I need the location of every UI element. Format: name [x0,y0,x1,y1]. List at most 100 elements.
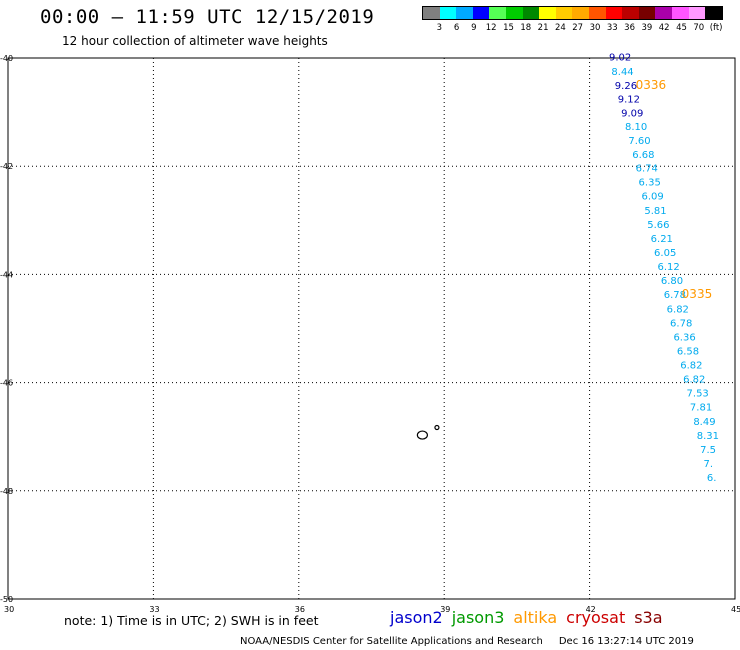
swh-value: 9.26 [615,81,637,92]
legend-swatch [705,7,722,19]
lat-label: -48 [0,487,13,496]
swh-value: 5.81 [644,206,666,217]
color-legend: 3 6 9 12 15 18 21 24 27 30 33 36 39 42 45 70 (ft) [422,6,723,33]
legend-swatch [472,7,490,19]
swh-value: 6.78 [664,290,686,301]
lon-label: 33 [149,605,159,614]
legend-label: (ft) [709,23,723,33]
swh-observations: 9.02 8.44 9.26 9.12 9.09 8.10 7.60 6.68 6.74 6.35… [609,53,719,484]
credit-text: NOAA/NESDIS Center for Satellite Applica… [240,636,543,647]
swh-value: 6.21 [651,234,673,245]
swh-value: 6.82 [680,361,702,372]
swh-value: 7.81 [690,403,712,414]
legend-swatch [671,7,689,19]
legend-label: 42 [658,23,670,33]
legend-label: 70 [693,23,705,33]
legend-label: 39 [641,23,653,33]
swh-value: 8.10 [625,122,647,133]
swh-value: 6.36 [673,332,695,343]
satellite-jason3: jason3 [451,608,505,627]
swh-value: 6.09 [641,192,663,203]
legend-swatch [505,7,523,19]
swh-value: 5.66 [647,220,669,231]
legend-swatch [423,7,440,19]
legend-label: 27 [572,23,584,33]
map-frame [7,57,736,600]
swh-value: 9.02 [609,53,631,64]
satellite-s3a: s3a [634,608,663,627]
swh-value: 6.82 [667,304,689,315]
legend-swatch [622,7,639,19]
swh-value: 6.12 [657,262,679,273]
satellite-altika: altika [513,608,558,627]
swh-value: 6.58 [677,346,699,357]
swh-value: 6.82 [683,375,705,386]
satellite-jason2: jason2 [390,608,443,627]
legend-swatch [539,7,556,19]
lon-label: 39 [440,605,450,614]
island-outline [434,424,440,431]
legend-swatch [555,7,573,19]
swh-value: 8.49 [693,417,715,428]
legend-label: 6 [453,23,460,33]
grid-lines [8,58,735,599]
lon-label: 45 [731,605,740,614]
legend-swatch [489,7,506,19]
timestamp: Dec 16 13:27:14 UTC 2019 [558,636,694,647]
legend-label: 21 [537,23,549,33]
pass-time-labels: 0336 0335 [636,78,713,301]
legend-swatch [588,7,606,19]
lon-label: 42 [586,605,596,614]
swh-value: 7. [703,459,713,470]
islands [416,424,440,440]
legend-label: 33 [606,23,618,33]
satellite-cryosat: cryosat [566,608,626,627]
legend-swatch [522,7,540,19]
swh-value: 6.74 [636,164,658,175]
lat-label: -40 [0,54,13,63]
swh-value: 9.12 [618,94,640,105]
legend-label: 12 [485,23,497,33]
lat-label: -50 [0,595,13,604]
swh-value: 8.31 [697,431,719,442]
legend-label: 30 [589,23,601,33]
swh-value: 6.35 [639,178,661,189]
swh-value: 7.5 [700,445,716,456]
swh-value: 9.09 [621,108,643,119]
note-text: note: 1) Time is in UTC; 2) SWH is in fe… [64,613,319,628]
satellite-legend: jason2 jason3 altika cryosat s3a [390,608,672,627]
swh-value: 6.78 [670,318,692,329]
lat-label: -46 [0,379,13,388]
swh-value: 6.05 [654,248,676,259]
legend-swatch [456,7,473,19]
lat-label: -44 [0,270,13,279]
legend-label: 15 [503,23,514,33]
legend-swatch [605,7,623,19]
swh-value: 7.53 [687,389,709,400]
legend-label: 3 [436,23,443,33]
credit-line: NOAA/NESDIS Center for Satellite Applica… [240,636,694,647]
swh-value: 6. [707,473,717,484]
swh-value: 7.60 [628,136,650,147]
lon-label: 30 [4,605,14,614]
page-subtitle: 12 hour collection of altimeter wave hei… [62,34,328,48]
island-outline [416,430,428,440]
pass-time-label: 0336 [636,78,667,92]
pass-time-label: 0335 [682,287,713,301]
legend-label: 18 [520,23,532,33]
page-title: 00:00 – 11:59 UTC 12/15/2019 [40,6,375,28]
legend-label: 24 [554,23,566,33]
legend-swatch [439,7,457,19]
legend-swatch [688,7,706,19]
legend-label: 9 [471,23,477,33]
swh-value: 6.68 [632,150,654,161]
lat-label: -42 [0,162,13,171]
legend-label: 45 [676,23,687,33]
swh-value: 6.80 [661,276,683,287]
legend-swatch [638,7,656,19]
legend-labels: 3 6 9 12 15 18 21 24 27 30 33 36 39 42 45 70 (ft) [422,23,740,35]
legend-swatch [655,7,672,19]
legend-swatch-bar [422,6,723,20]
